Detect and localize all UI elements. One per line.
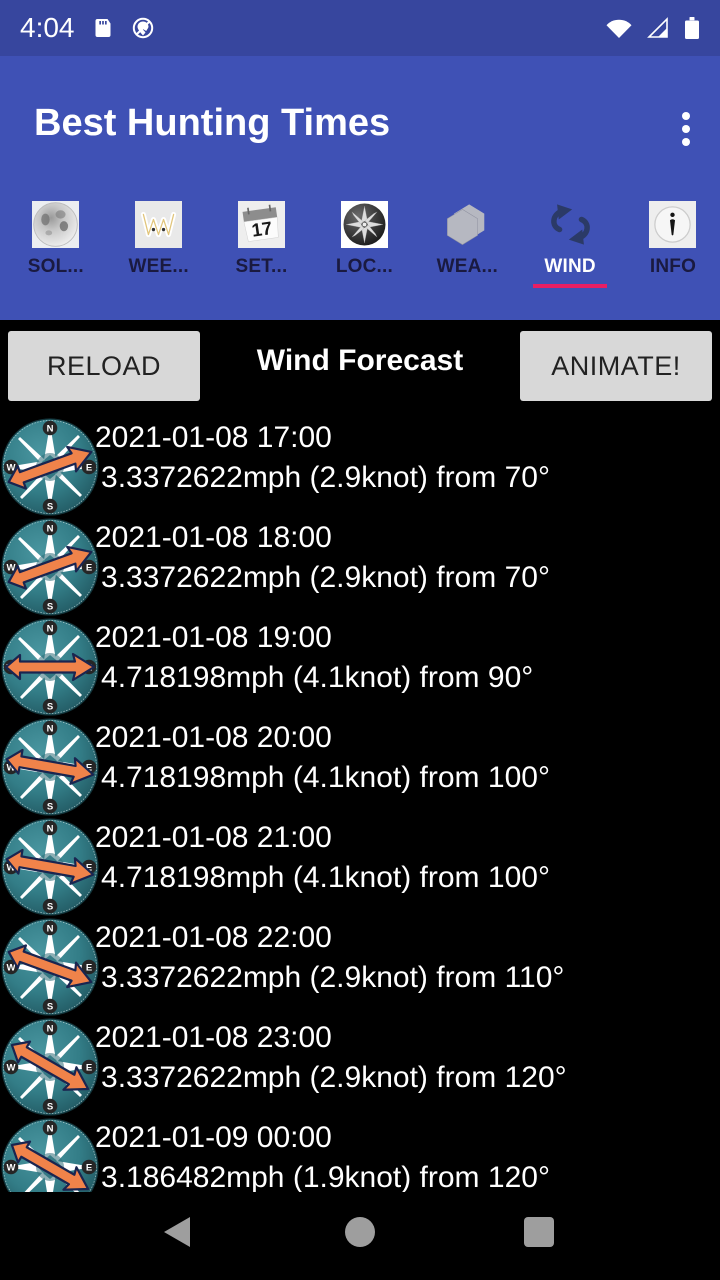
- svg-text:S: S: [47, 802, 53, 813]
- svg-text:S: S: [47, 1102, 53, 1113]
- svg-text:W: W: [7, 963, 16, 974]
- svg-text:S: S: [47, 1002, 53, 1013]
- svg-text:N: N: [47, 924, 54, 935]
- svg-text:S: S: [47, 502, 53, 513]
- svg-text:S: S: [47, 602, 53, 613]
- svg-text:S: S: [47, 902, 53, 913]
- svg-text:E: E: [86, 1063, 92, 1074]
- svg-text:N: N: [47, 824, 54, 835]
- svg-text:N: N: [47, 1024, 54, 1035]
- svg-text:N: N: [47, 424, 54, 435]
- svg-text:N: N: [47, 524, 54, 535]
- svg-text:W: W: [7, 1163, 16, 1174]
- svg-text:N: N: [47, 724, 54, 735]
- svg-text:E: E: [86, 463, 92, 474]
- svg-text:S: S: [47, 702, 53, 713]
- svg-text:17: 17: [250, 217, 273, 241]
- svg-text:E: E: [86, 1163, 92, 1174]
- svg-text:E: E: [86, 963, 92, 974]
- svg-text:W: W: [7, 1063, 16, 1074]
- svg-text:E: E: [86, 563, 92, 574]
- svg-text:N: N: [47, 624, 54, 635]
- svg-text:N: N: [47, 1124, 54, 1135]
